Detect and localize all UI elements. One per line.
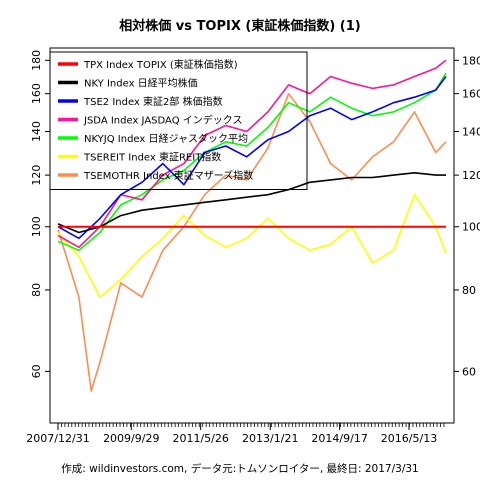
y-tick-label-left-0: 60 xyxy=(30,364,43,378)
x-tick-label-0: 2007/12/31 xyxy=(26,432,89,445)
y-tick-label-right-6: 180 xyxy=(462,54,480,67)
y-tick-label-left-6: 180 xyxy=(30,50,43,71)
x-tick-label-3: 2013/1/21 xyxy=(242,432,298,445)
plot-content xyxy=(57,59,447,392)
y-tick-label-left-4: 140 xyxy=(30,121,43,142)
y-axis-left: 60 80 100 120 140 160 180 xyxy=(30,50,50,378)
series-line-2 xyxy=(57,76,447,240)
legend-label-4: NKYJQ Index 日経ジャスダック平均 xyxy=(84,132,248,145)
plot-frame xyxy=(49,47,455,424)
source-caption: 作成: wildinvestors.com, データ元:トムソンロイター, 最終… xyxy=(61,462,418,475)
y-tick-label-right-0: 60 xyxy=(462,365,476,378)
legend-label-3: JSDA Index JASDAQ インデックス xyxy=(83,114,242,127)
chart-title: 相対株価 vs TOPIX (東証株価指数) (1) xyxy=(119,18,360,34)
series-line-5 xyxy=(57,193,447,298)
x-tick-label-2: 2011/5/26 xyxy=(172,432,228,445)
legend: TPX Index TOPIX (東証株価指数) NKY Index 日経平均株価… xyxy=(49,51,308,190)
y-tick-label-left-5: 160 xyxy=(30,83,43,104)
y-tick-label-right-3: 120 xyxy=(462,169,480,182)
y-tick-label-right-4: 140 xyxy=(462,125,480,138)
x-tick-label-1: 2009/9/29 xyxy=(103,432,159,445)
series-line-4 xyxy=(57,72,447,252)
legend-label-6: TSEMOTHR Index 東証マザーズ指数 xyxy=(83,169,253,182)
legend-label-0: TPX Index TOPIX (東証株価指数) xyxy=(83,58,238,71)
series-line-6 xyxy=(57,92,447,392)
y-tick-label-left-2: 100 xyxy=(30,216,43,237)
x-axis: 2007/12/31 2009/9/29 2011/5/26 2013/1/21 201… xyxy=(26,423,445,445)
legend-label-2: TSE2 Index 東証2部 株価指数 xyxy=(83,95,223,108)
x-tick-label-4: 2014/9/17 xyxy=(311,432,367,445)
x-tick-label-5: 2016/5/13 xyxy=(381,432,437,445)
y-tick-label-right-5: 160 xyxy=(462,88,480,101)
y-tick-label-left-3: 120 xyxy=(30,165,43,186)
series-line-1 xyxy=(57,172,446,234)
legend-label-5: TSEREIT Index 東証REIT指数 xyxy=(83,151,221,164)
series-line-3 xyxy=(57,59,447,249)
legend-box xyxy=(49,51,308,190)
legend-label-1: NKY Index 日経平均株価 xyxy=(84,77,198,90)
y-axis-right: 60 80 100 120 140 160 180 xyxy=(454,54,480,378)
y-tick-label-right-1: 80 xyxy=(462,284,476,297)
y-tick-label-left-1: 80 xyxy=(30,283,43,297)
y-tick-label-right-2: 100 xyxy=(462,221,480,234)
